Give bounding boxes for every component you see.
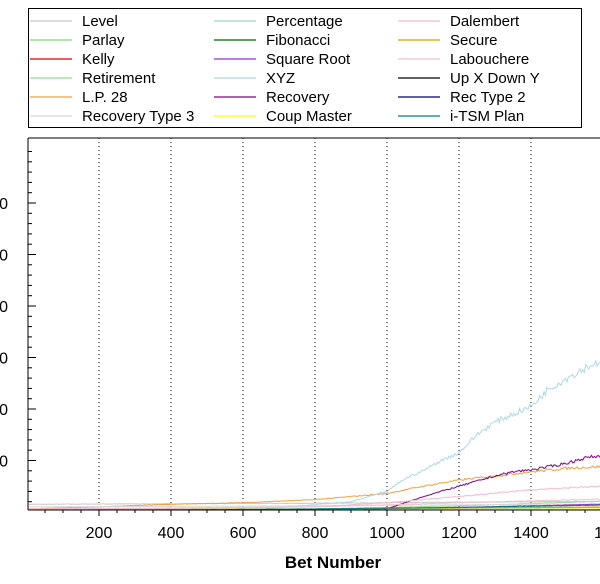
legend-label: Kelly: [82, 51, 115, 68]
legend-label: Fibonacci: [266, 32, 330, 49]
legend-label: L.P. 28: [82, 89, 128, 106]
series-line: [28, 465, 600, 510]
legend-label: Square Root: [266, 51, 351, 68]
x-tick-label: 1000: [369, 525, 405, 542]
series-line: [326, 454, 600, 510]
y-tick-label: 0: [0, 299, 8, 316]
legend-label: Parlay: [82, 32, 125, 49]
series-line: [29, 504, 600, 510]
legend-label: Retirement: [82, 70, 156, 87]
legend-label: Coup Master: [266, 108, 352, 125]
legend-label: XYZ: [266, 70, 295, 87]
x-tick-label: 600: [230, 525, 257, 542]
y-tick-label: 0: [0, 454, 8, 471]
axes: 0 0 0 0 0 0 200 400 600 800 1000 1200 1400 16: [0, 137, 600, 542]
series-line: [28, 500, 600, 505]
y-tick-label: 0: [0, 402, 8, 419]
y-tick-label: 0: [0, 196, 8, 213]
series-line: [227, 359, 600, 510]
legend-label: Secure: [450, 32, 498, 49]
legend-label: i-TSM Plan: [450, 108, 524, 125]
legend-label: Recovery: [266, 89, 330, 106]
x-tick-label: 16: [594, 525, 600, 542]
legend-label: Up X Down Y: [450, 70, 540, 87]
x-axis-title: Bet Number: [285, 553, 382, 572]
series-line: [27, 511, 600, 512]
series-line: [28, 508, 600, 510]
legend-label: Recovery Type 3: [82, 108, 194, 125]
legend-label: Percentage: [266, 13, 343, 30]
legend-label: Labouchere: [450, 51, 529, 68]
plot-area: [27, 138, 600, 512]
legend-box: [28, 8, 582, 128]
legend-label: Rec Type 2: [450, 89, 526, 106]
x-tick-label: 400: [158, 525, 185, 542]
legend-label: Level: [82, 13, 118, 30]
series-line: [28, 498, 600, 510]
x-tick-label: 800: [302, 525, 329, 542]
legend: Level Parlay Kelly Retirement L.P. 28 Recover…: [28, 8, 582, 128]
x-tick-label: 1200: [441, 525, 477, 542]
y-tick-label: 0: [0, 248, 8, 265]
x-tick-label: 200: [86, 525, 113, 542]
x-tick-label: 1400: [513, 525, 549, 542]
y-tick-label: 0: [0, 351, 8, 368]
legend-label: Dalembert: [450, 13, 520, 30]
